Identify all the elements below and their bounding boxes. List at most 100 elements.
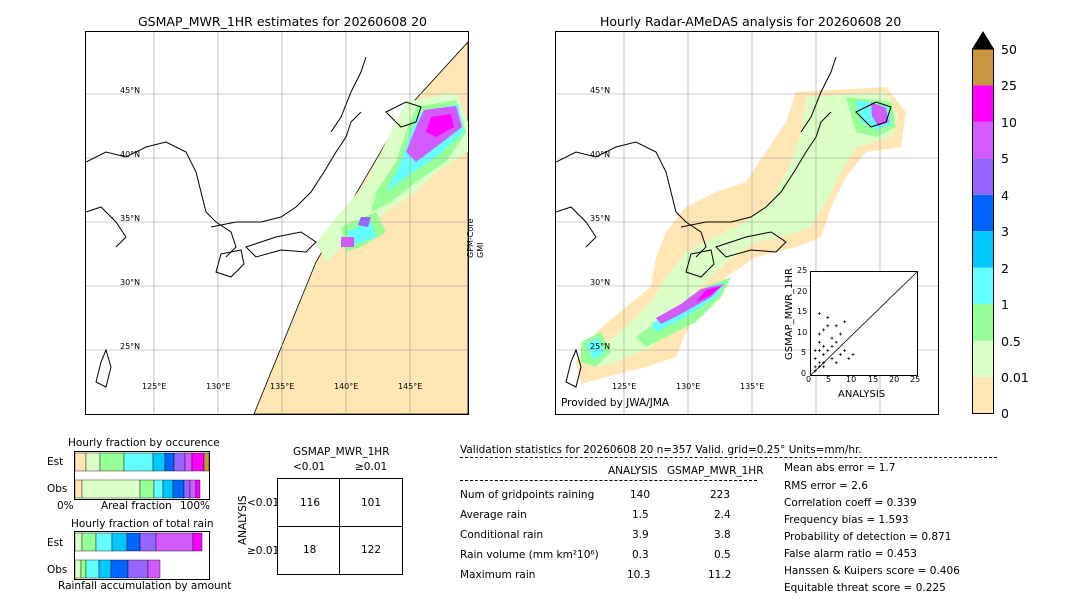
right-lat-label: 35°N [590, 214, 611, 223]
fraction-segment [195, 479, 201, 499]
validation-sub-divider [460, 480, 757, 481]
occurrence-axis-left: 0% [57, 500, 74, 512]
scatter-x-tick: 5 [826, 375, 832, 384]
stat-label: Num of gridpoints raining [460, 489, 595, 501]
score-line: Probability of detection = 0.871 [784, 531, 952, 543]
fraction-segment [173, 452, 186, 472]
colorbar-extend-arrow [972, 31, 994, 49]
fraction-segment [123, 452, 154, 472]
fraction-segment [80, 559, 87, 579]
occurrence-est-label: Est [47, 456, 64, 468]
fraction-segment [139, 532, 157, 552]
scatter-y-tick: 5 [801, 348, 807, 357]
contingency-row-ge: ≥0.01 [247, 545, 280, 557]
scatter-x-tick: 10 [846, 375, 857, 384]
colorbar-label: 0 [1001, 406, 1009, 421]
colorbar-swatch [972, 377, 994, 414]
fraction-segment [203, 452, 210, 472]
right-lon-label: 125°E [612, 382, 637, 391]
fraction-segment [152, 452, 166, 472]
left-lon-label: 140°E [334, 382, 359, 391]
stat-analysis: 0.3 [632, 549, 649, 561]
score-line: Hanssen & Kuipers score = 0.406 [784, 565, 960, 577]
scatter-x-tick: 0 [806, 375, 812, 384]
left-lon-label: 135°E [270, 382, 295, 391]
left-lon-label: 130°E [206, 382, 231, 391]
validation-col-analysis: ANALYSIS [608, 465, 658, 477]
left-map: 45°N 40°N 35°N 30°N 25°N 125°E 130°E 135… [85, 31, 469, 415]
contingency-header: GSMAP_MWR_1HR [293, 446, 390, 458]
fraction-segment [99, 452, 125, 472]
colorbar-label: 50 [1001, 42, 1017, 57]
occurrence-axis-right: 100% [180, 500, 211, 512]
contingency-row-lt: <0.01 [247, 497, 280, 509]
fraction-segment [127, 559, 149, 579]
fraction-segment [162, 479, 174, 499]
fraction-segment [111, 532, 128, 552]
stat-label: Average rain [460, 509, 527, 521]
fraction-segment [74, 559, 82, 579]
scatter-y-label: GSMAP_MWR_1HR [784, 268, 795, 360]
validation-divider [460, 457, 997, 458]
left-lon-label: 145°E [398, 382, 423, 391]
stat-gsmap: 3.8 [714, 529, 731, 541]
fraction-segment [74, 479, 83, 499]
colorbar-swatch [972, 194, 994, 232]
right-lon-label: 135°E [740, 382, 765, 391]
stat-label: Rain volume (mm km²10⁶) [460, 549, 599, 561]
contingency-col-lt: <0.01 [293, 461, 326, 473]
fraction-segment [139, 479, 155, 499]
left-lat-label: 40°N [120, 150, 141, 159]
total-est-label: Est [47, 537, 64, 549]
colorbar-label: 2 [1001, 261, 1009, 276]
stat-gsmap: 11.2 [708, 569, 732, 581]
fraction-segment [189, 479, 197, 499]
total-obs-label: Obs [47, 564, 68, 576]
score-line: False alarm ratio = 0.453 [784, 548, 917, 560]
colorbar-swatch [972, 121, 994, 159]
fraction-segment [183, 479, 191, 499]
scatter-x-label: ANALYSIS [838, 389, 886, 400]
left-map-title: GSMAP_MWR_1HR estimates for 20260608 20 [138, 14, 427, 29]
scatter-y-tick: 0 [801, 369, 807, 378]
right-lat-label: 40°N [590, 150, 611, 159]
validation-col-gsmap: GSMAP_MWR_1HR [667, 465, 764, 477]
scatter-x-tick: 25 [910, 375, 921, 384]
colorbar-label: 5 [1001, 151, 1009, 166]
colorbar-label: 25 [1001, 78, 1017, 93]
stat-gsmap: 223 [710, 489, 731, 501]
contingency-cell: 116 [300, 497, 321, 509]
colorbar-label: 0.01 [1001, 370, 1029, 385]
score-line: RMS error = 2.6 [784, 480, 868, 492]
fraction-segment [81, 532, 97, 552]
stat-analysis: 1.5 [632, 509, 649, 521]
fraction-segment [74, 532, 83, 552]
total-rain-chart [74, 531, 210, 580]
fraction-segment [172, 479, 185, 499]
contingency-cell: 122 [361, 544, 382, 556]
colorbar-swatch [972, 340, 994, 378]
right-map: 45°N 40°N 35°N 30°N 25°N 125°E 130°E 135… [555, 31, 939, 415]
left-lat-label: 35°N [120, 214, 141, 223]
colorbar [972, 31, 994, 414]
score-line: Equitable threat score = 0.225 [784, 582, 946, 594]
fraction-segment [98, 559, 112, 579]
fraction-segment [155, 532, 194, 552]
score-line: Frequency bias = 1.593 [784, 514, 909, 526]
stat-label: Conditional rain [460, 529, 544, 541]
total-rain-footer: Rainfall accumulation by amount [58, 580, 232, 592]
left-lat-label: 25°N [120, 342, 141, 351]
fraction-segment [85, 559, 100, 579]
fraction-segment [192, 532, 203, 552]
occurrence-axis-label: Areal fraction [101, 500, 172, 512]
colorbar-swatch [972, 231, 994, 268]
scatter-y-tick: 20 [797, 287, 808, 296]
colorbar-swatch [972, 85, 994, 122]
fraction-segment [126, 532, 141, 552]
scatter-plot [810, 271, 918, 376]
right-lon-label: 130°E [676, 382, 701, 391]
scatter-y-tick: 25 [797, 266, 808, 275]
data-credit: Provided by JWA/JMA [561, 397, 670, 409]
fraction-segment [95, 532, 113, 552]
left-lat-label: 30°N [120, 278, 141, 287]
